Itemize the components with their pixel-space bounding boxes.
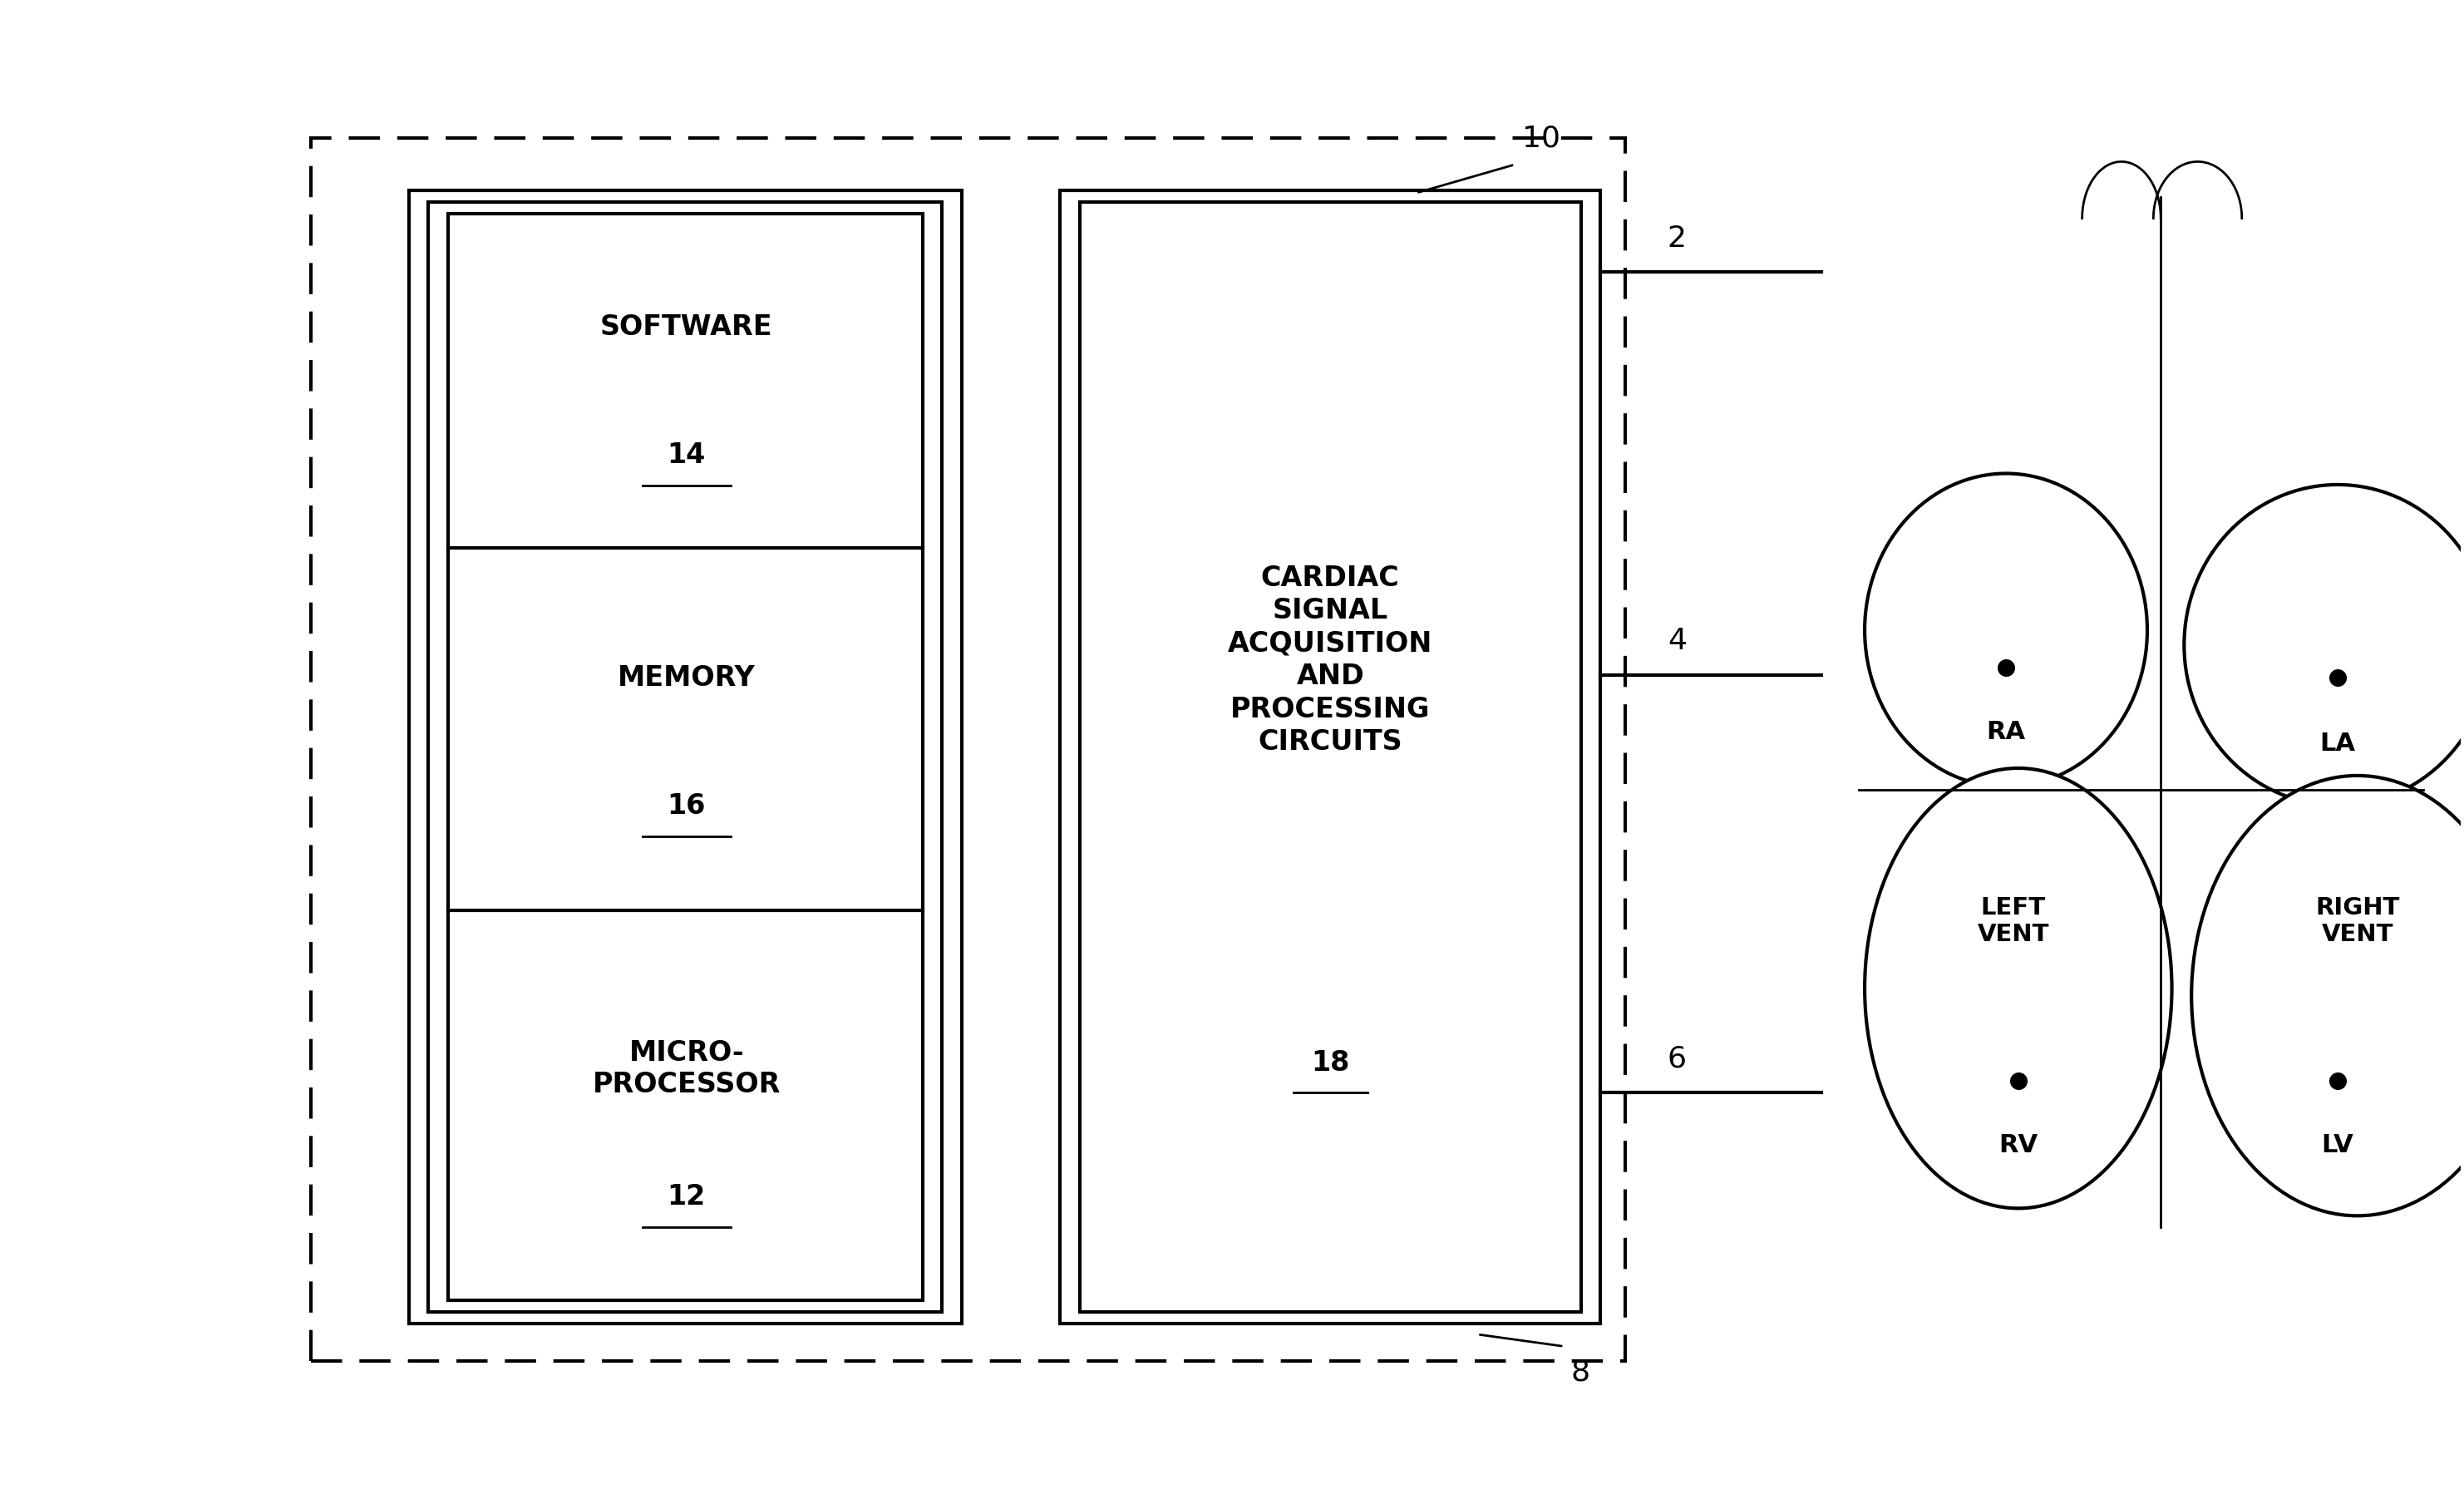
Ellipse shape bbox=[1865, 474, 2146, 787]
Text: LV: LV bbox=[2321, 1133, 2353, 1157]
Text: 12: 12 bbox=[668, 1183, 705, 1211]
Bar bbox=[429, 202, 941, 1312]
Point bbox=[1986, 655, 2025, 679]
Text: CARDIAC
SIGNAL
ACQUISITION
AND
PROCESSING
CIRCUITS: CARDIAC SIGNAL ACQUISITION AND PROCESSIN… bbox=[1227, 564, 1432, 755]
Text: RA: RA bbox=[1986, 720, 2025, 744]
Text: MICRO-
PROCESSOR: MICRO- PROCESSOR bbox=[591, 1039, 781, 1099]
Bar bbox=[448, 214, 922, 1300]
Text: 10: 10 bbox=[1523, 124, 1560, 153]
Ellipse shape bbox=[2190, 775, 2464, 1216]
Point bbox=[2319, 666, 2358, 690]
Point bbox=[2319, 1069, 2358, 1093]
Text: SOFTWARE: SOFTWARE bbox=[601, 313, 774, 340]
Text: MEMORY: MEMORY bbox=[618, 664, 756, 691]
Text: 4: 4 bbox=[1668, 627, 1685, 655]
Ellipse shape bbox=[1865, 767, 2171, 1208]
Bar bbox=[310, 138, 1626, 1361]
Text: RIGHT
VENT: RIGHT VENT bbox=[2316, 896, 2400, 946]
Ellipse shape bbox=[2183, 484, 2464, 805]
Bar bbox=[1060, 190, 1602, 1324]
Text: 18: 18 bbox=[1311, 1049, 1350, 1076]
Text: 16: 16 bbox=[668, 793, 705, 820]
Bar bbox=[409, 190, 961, 1324]
Text: LEFT
VENT: LEFT VENT bbox=[1979, 896, 2050, 946]
Text: RV: RV bbox=[1998, 1133, 2038, 1157]
Text: 2: 2 bbox=[1668, 225, 1685, 253]
Text: 14: 14 bbox=[668, 442, 705, 469]
Point bbox=[1998, 1069, 2038, 1093]
Bar bbox=[1079, 202, 1582, 1312]
Text: LA: LA bbox=[2319, 732, 2356, 755]
Text: 8: 8 bbox=[1572, 1358, 1589, 1387]
Text: 6: 6 bbox=[1668, 1045, 1685, 1073]
